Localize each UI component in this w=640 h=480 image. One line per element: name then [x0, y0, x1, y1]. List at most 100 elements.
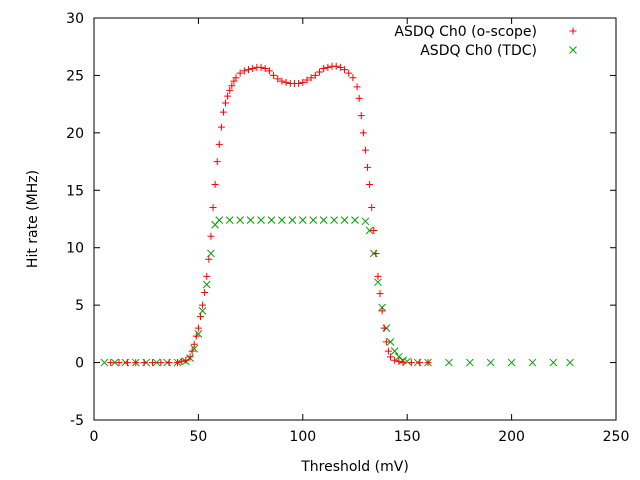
legend: ASDQ Ch0 (o-scope) ASDQ Ch0 (TDC): [394, 24, 577, 59]
data-point: [395, 357, 403, 365]
data-point: [303, 76, 311, 84]
data-point: [382, 338, 390, 346]
data-point: [274, 75, 282, 83]
data-point: [324, 63, 332, 71]
data-point: [345, 69, 353, 77]
data-point: [236, 216, 245, 225]
data-point: [486, 358, 495, 367]
data-point: [213, 158, 221, 166]
data-point: [226, 86, 234, 94]
data-point: [111, 358, 119, 367]
data-point: [366, 181, 374, 189]
y-tick-label: 30: [66, 11, 84, 27]
data-point: [207, 232, 215, 240]
x-tick-label: 150: [394, 429, 421, 445]
data-point: [196, 313, 204, 321]
data-point: [424, 359, 432, 367]
data-point: [225, 216, 234, 225]
x-tick-label: 100: [289, 429, 316, 445]
data-point: [384, 347, 392, 355]
data-point: [199, 301, 207, 309]
data-point: [240, 67, 248, 75]
data-point: [386, 353, 394, 361]
data-point: [319, 216, 328, 225]
data-point: [174, 359, 182, 367]
x-tick-label: 50: [189, 429, 207, 445]
data-point: [365, 226, 374, 235]
data-point: [249, 65, 257, 73]
series-cross: [100, 216, 574, 367]
data-point: [182, 356, 190, 364]
data-point: [278, 216, 286, 225]
data-point: [357, 112, 365, 120]
data-point: [157, 359, 165, 367]
data-point: [299, 78, 307, 86]
x-tick-label: 200: [498, 429, 525, 445]
data-point: [178, 357, 186, 365]
x-tick-label: 250: [603, 429, 630, 445]
data-point: [549, 358, 558, 367]
data-point: [386, 338, 395, 346]
data-point: [416, 359, 424, 367]
data-point: [222, 99, 230, 107]
data-point: [374, 278, 382, 287]
series-plus: [107, 62, 432, 367]
data-point: [123, 359, 131, 367]
data-point: [332, 62, 340, 70]
y-tick-label: 0: [75, 356, 84, 372]
data-point: [100, 358, 109, 367]
legend-marker: [569, 46, 577, 54]
data-point: [211, 181, 219, 189]
data-point: [215, 140, 223, 148]
data-point: [203, 272, 211, 280]
data-point: [355, 94, 363, 102]
x-tick-label: 0: [90, 429, 99, 445]
data-point: [115, 359, 123, 367]
data-point: [194, 324, 202, 332]
data-point: [278, 77, 286, 85]
data-point: [364, 163, 372, 171]
data-point: [288, 216, 297, 225]
axis-ticks: 0 50 100 150 200 250 -5 0 5 10 15 20 25 30: [66, 11, 629, 445]
data-point: [201, 289, 209, 297]
data-point: [298, 216, 307, 225]
data-point: [336, 63, 344, 71]
data-point: [316, 68, 324, 76]
data-point: [370, 226, 378, 234]
data-marks: [100, 62, 574, 367]
y-tick-label: -5: [70, 413, 84, 429]
data-point: [217, 123, 225, 131]
data-point: [282, 78, 290, 86]
legend-label: ASDQ Ch0 (o-scope): [394, 24, 537, 40]
data-point: [465, 358, 474, 367]
y-tick-label: 20: [66, 126, 84, 142]
data-point: [566, 358, 574, 367]
data-point: [257, 216, 265, 225]
data-point: [349, 74, 357, 82]
data-point: [132, 359, 140, 367]
data-point: [309, 216, 318, 225]
data-point: [165, 359, 173, 367]
y-tick-label: 5: [75, 298, 84, 314]
data-point: [190, 340, 198, 348]
data-point: [257, 63, 265, 71]
data-point: [188, 347, 196, 355]
data-point: [507, 358, 516, 367]
data-point: [232, 74, 240, 82]
plot-frame: [93, 17, 617, 421]
data-point: [295, 79, 303, 87]
data-point: [186, 353, 194, 361]
legend-label: ASDQ Ch0 (TDC): [420, 43, 537, 59]
data-point: [311, 71, 319, 79]
data-point: [245, 66, 253, 74]
data-point: [236, 69, 244, 77]
data-point: [246, 216, 255, 225]
data-point: [148, 359, 156, 367]
data-point: [140, 359, 148, 367]
data-point: [399, 359, 407, 367]
data-point: [192, 332, 200, 340]
data-point: [361, 146, 369, 154]
data-point: [341, 66, 349, 74]
y-tick-label: 25: [66, 68, 84, 84]
